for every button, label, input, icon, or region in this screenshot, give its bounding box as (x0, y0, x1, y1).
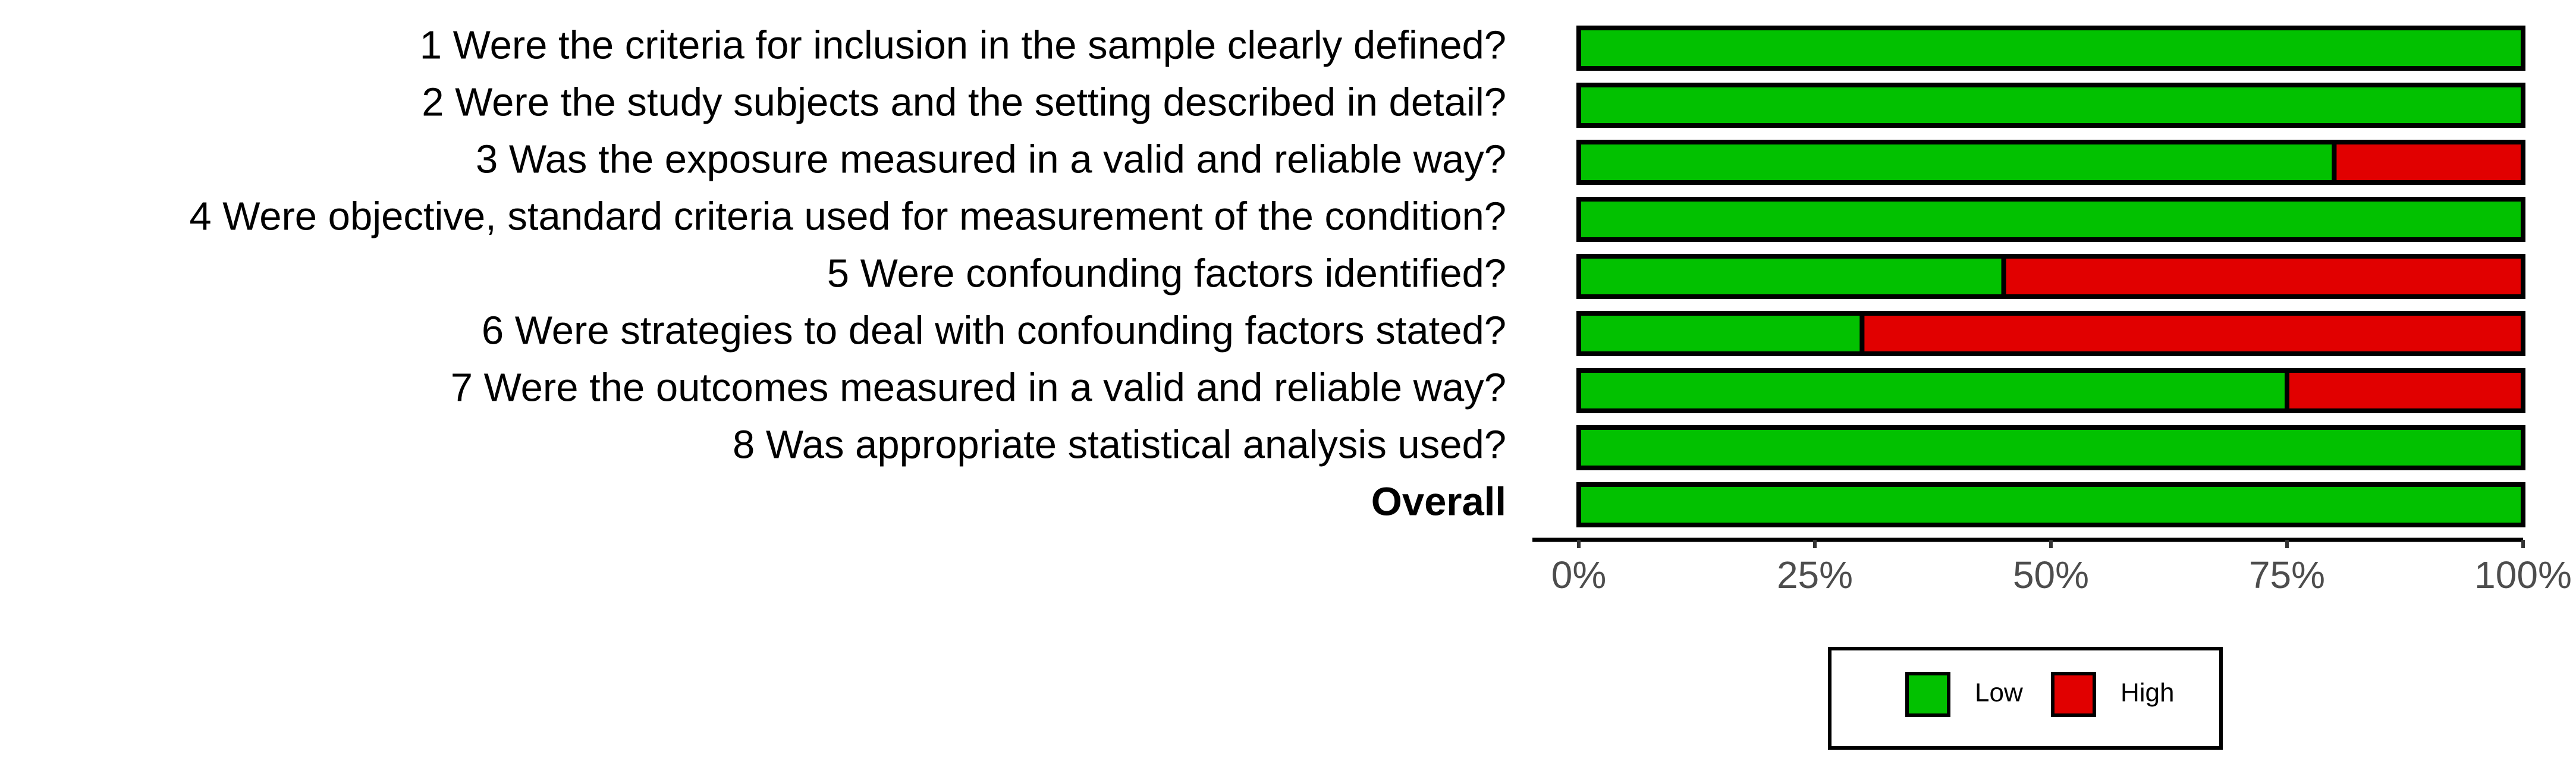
y-tick-label: 3 Was the exposure measured in a valid a… (476, 137, 1506, 182)
x-tick-label: 100% (2474, 554, 2572, 596)
x-tick-label: 50% (2013, 554, 2089, 596)
legend-swatch (2051, 672, 2096, 717)
y-tick-label: 1 Were the criteria for inclusion in the… (420, 23, 1506, 68)
legend-label: Low (1975, 678, 2023, 708)
x-tick-label: 25% (1777, 554, 1853, 596)
bar-segment (2001, 254, 2526, 299)
bar-segment (1576, 254, 2006, 299)
bar-segment (2332, 140, 2525, 185)
y-tick-label: 2 Were the study subjects and the settin… (422, 80, 1506, 125)
bar-segment (1576, 26, 2525, 71)
bar-segment (1576, 425, 2525, 470)
y-tick-label: 7 Were the outcomes measured in a valid … (451, 366, 1506, 410)
bar-segment (1576, 83, 2525, 128)
bar-segment (1576, 311, 1865, 356)
x-tick-label: 75% (2249, 554, 2325, 596)
bar-segment (1576, 482, 2525, 527)
y-tick-label: 5 Were confounding factors identified? (827, 251, 1506, 296)
y-tick-label: Overall (1371, 480, 1506, 524)
bar-segment (1576, 368, 2289, 413)
bar-segment (2285, 368, 2525, 413)
legend-label: High (2121, 678, 2175, 708)
legend-swatch (1905, 672, 1950, 717)
y-tick-label: 4 Were objective, standard criteria used… (189, 194, 1506, 239)
y-tick-label: 8 Was appropriate statistical analysis u… (733, 423, 1506, 467)
bar-segment (1576, 140, 2337, 185)
bar-segment (1576, 197, 2525, 242)
x-tick-label: 0% (1551, 554, 1607, 596)
legend-box (1828, 647, 2223, 750)
y-tick-label: 6 Were strategies to deal with confoundi… (482, 309, 1506, 353)
bar-segment (1859, 311, 2525, 356)
